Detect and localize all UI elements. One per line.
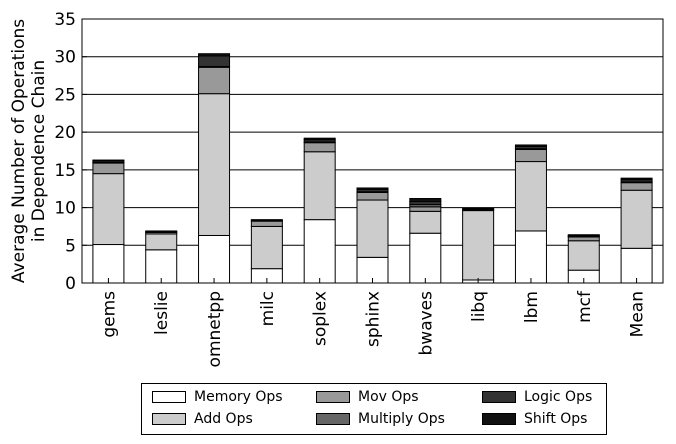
bar-segment-add-ops [409,210,442,234]
bar-segment-memory-ops [198,234,231,284]
legend-label: Shift Ops [524,411,588,427]
bar-segment-logic-ops [250,219,283,221]
bar-stack-soplex [303,137,336,284]
x-tick-label: soplex [311,291,331,346]
bar-segment-memory-ops [409,232,442,284]
bar-segment-shift-ops [356,187,389,190]
bar-segment-shift-ops [92,159,125,162]
bar-segment-logic-ops [198,55,231,68]
legend-item-logic-ops: Logic Ops [482,388,592,406]
bar-stack-sphinx [356,187,389,284]
bar-segment-mov-ops [567,236,600,242]
bar-segment-add-ops [250,225,283,270]
x-tick-label: leslie [152,291,172,335]
bar-segment-memory-ops [303,219,336,284]
bar-segment-add-ops [462,210,495,281]
x-tick-label: gems [99,291,119,338]
bar-segment-shift-ops [567,234,600,236]
bar-stack-milc [250,219,283,284]
x-tick-label: mcf [575,290,595,323]
bar-segment-add-ops [514,161,547,232]
legend-item-add-ops: Add Ops [152,410,253,428]
bar-segment-shift-ops [303,137,336,141]
x-tick-label: lbm [522,291,542,323]
legend-item-shift-ops: Shift Ops [482,410,587,428]
bar-stack-bwaves [409,198,442,284]
bar-stack-lbm [514,144,547,284]
legend-swatch [316,413,350,425]
bar-segment-add-ops [356,199,389,258]
stacked-bar-chart: 0 5 10 15 20 25 30 35 gems leslie omnetpp milc sopl… [9,10,664,367]
legend-label: Add Ops [194,411,253,427]
x-tick-label: Mean [628,291,648,337]
bar-segment-add-ops [303,151,336,221]
bar-segment-shift-ops [462,207,495,210]
y-tick-label: 35 [54,10,76,30]
bar-segment-mov-ops [620,182,653,191]
legend-swatch [152,391,186,403]
bar-segment-add-ops [92,173,125,246]
bar-segment-shift-ops [409,198,442,203]
bar-segment-add-ops [567,240,600,271]
bar-segment-mov-ops [250,220,283,227]
bar-segment-memory-ops [92,244,125,284]
legend-swatch [482,391,516,403]
legend-label: Mov Ops [358,389,419,405]
y-tick-label: 30 [54,48,76,68]
legend-swatch [482,413,516,425]
y-axis-title-line1: Average Number of Operations [9,19,29,283]
y-axis-title-line2: in Dependence Chain [29,60,49,242]
legend-item-memory-ops: Memory Ops [152,388,283,406]
chart-legend: Memory Ops Add Ops Mov Ops Multiply Ops Logi… [141,383,607,435]
bar-stack-mcf [567,234,600,284]
bar-segment-mov-ops [198,66,231,95]
bar-stack-gems [92,159,125,284]
legend-label: Logic Ops [524,389,593,405]
bar-segment-shift-ops [620,177,653,181]
bar-stack-libq [462,207,495,284]
legend-swatch [152,413,186,425]
y-tick-label: 5 [65,236,76,256]
legend-item-multiply-ops: Multiply Ops [316,410,445,428]
x-tick-label: libq [469,291,489,322]
bar-segment-add-ops [145,233,178,251]
grid-lines [82,56,663,246]
legend-label: Memory Ops [194,389,283,405]
bar-segment-mov-ops [303,142,336,153]
legend-label: Multiply Ops [358,411,445,427]
bar-segment-shift-ops [145,230,178,233]
y-axis: 0 5 10 15 20 25 30 35 [54,10,87,294]
bar-stack-leslie [145,230,178,284]
y-tick-label: 0 [65,274,76,294]
bar-segment-add-ops [620,189,653,249]
bar-segment-mov-ops [514,148,547,163]
bar-stack-mean [620,177,653,284]
bar-segment-shift-ops [514,144,547,147]
bar-segment-mov-ops [356,191,389,201]
x-tick-label: sphinx [364,291,384,347]
bar-stack-omnetpp [198,53,231,284]
bar-segment-mov-ops [92,162,125,175]
y-tick-label: 25 [54,85,76,105]
legend-swatch [316,391,350,403]
x-tick-label: milc [258,291,278,326]
y-tick-label: 20 [54,123,76,143]
bar-segment-add-ops [198,93,231,236]
bar-segment-mov-ops [409,206,442,212]
y-tick-label: 10 [54,199,76,219]
x-tick-label: bwaves [416,291,436,356]
y-tick-label: 15 [54,161,76,181]
bar-segment-shift-ops [198,53,231,57]
bar-segment-memory-ops [620,247,653,284]
legend-item-mov-ops: Mov Ops [316,388,419,406]
x-axis: gems leslie omnetpp milc soplex sphinx bwaves l… [99,278,648,367]
bar-stacks [92,53,653,284]
x-tick-label: omnetpp [205,291,225,367]
bar-segment-memory-ops [514,230,547,284]
